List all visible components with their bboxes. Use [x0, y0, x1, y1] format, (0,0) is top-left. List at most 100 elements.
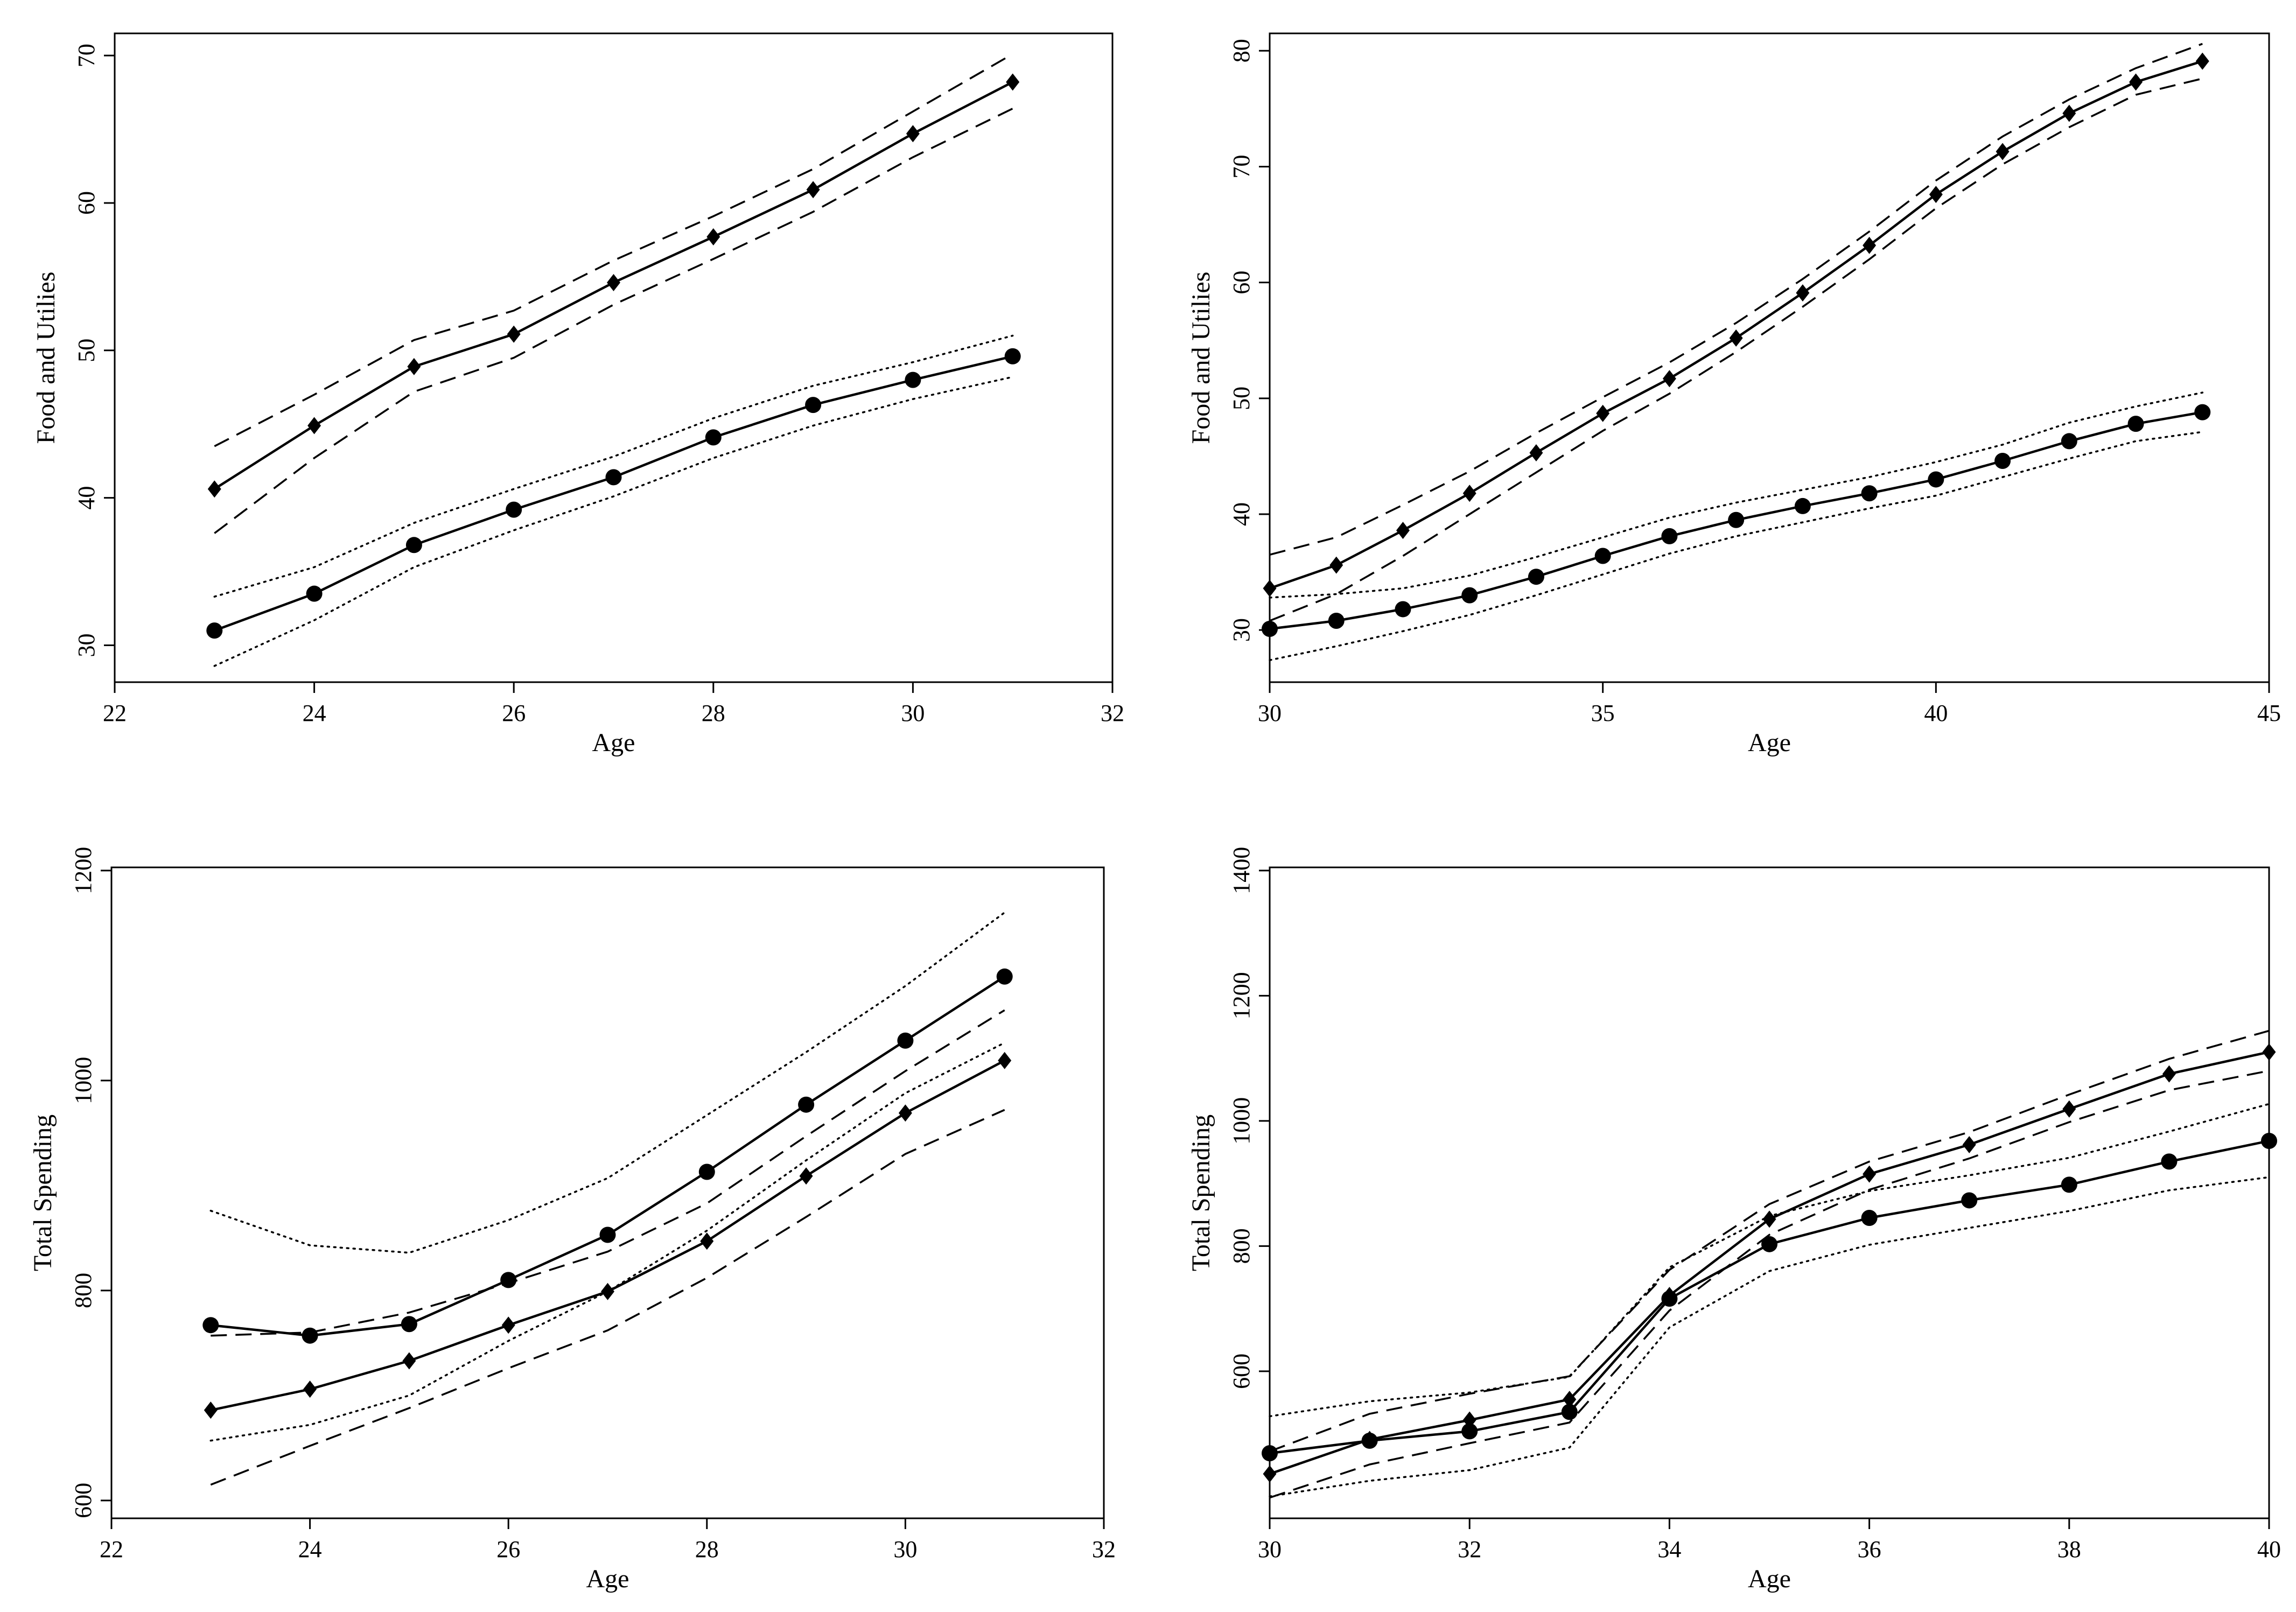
series-circle-upper-band	[213, 334, 1014, 598]
x-tick-label: 40	[1924, 700, 1948, 726]
x-tick-label: 32	[1458, 1536, 1481, 1562]
data-point-circle	[2261, 1133, 2277, 1150]
series-circle-upper-band	[1269, 391, 2204, 599]
y-axis-title: Total Spending	[1187, 1115, 1215, 1271]
y-axis-title: Food and Utilies	[1187, 272, 1215, 444]
data-point-diamond	[1263, 579, 1277, 597]
series-diamond-upper-band	[214, 53, 1013, 447]
y-tick-label: 800	[70, 1273, 96, 1308]
series-circle-line	[214, 355, 1013, 632]
x-tick-label: 40	[2257, 1536, 2281, 1562]
data-point-circle	[1561, 1404, 1578, 1420]
data-point-diamond	[2195, 52, 2209, 70]
series-diamond-line	[1269, 1050, 2270, 1475]
data-point-circle	[405, 537, 422, 553]
y-tick-label: 60	[1228, 271, 1255, 295]
data-point-diamond	[1006, 73, 1020, 91]
plot-frame	[1269, 866, 2270, 1519]
data-point-circle	[2127, 416, 2144, 432]
x-tick-label: 30	[1258, 700, 1282, 726]
data-point-diamond	[998, 1052, 1012, 1069]
data-point-circle	[1594, 548, 1611, 564]
x-tick-label: 22	[100, 1536, 123, 1562]
x-tick-label: 32	[1101, 700, 1124, 726]
chart-panel-total-spending-age-23-31: 22 24 26 28 30 32 600 800 1000 1200 Age Total Spend…	[29, 847, 1116, 1593]
y-tick-label: 1000	[1228, 1097, 1255, 1145]
series-circle-lower-band	[1269, 1176, 2270, 1498]
series-diamond-lower-band	[1269, 1070, 2270, 1499]
x-tick-label: 35	[1591, 700, 1615, 726]
data-point-diamond	[2062, 1100, 2076, 1118]
x-tick-label: 30	[893, 1536, 917, 1562]
data-point-circle	[605, 469, 622, 486]
x-tick-label: 30	[1258, 1536, 1282, 1562]
data-point-diamond	[1529, 444, 1543, 461]
y-tick-label: 80	[1228, 39, 1255, 62]
x-axis-title: Age	[1748, 728, 1791, 757]
y-tick-label: 70	[73, 44, 100, 67]
series-diamond-lower-band	[214, 108, 1013, 534]
data-point-circle	[599, 1226, 616, 1243]
data-point-diamond	[898, 1104, 912, 1122]
data-point-diamond	[501, 1316, 515, 1334]
data-point-circle	[2061, 1176, 2077, 1193]
data-point-circle	[798, 1096, 815, 1113]
data-point-circle	[1004, 348, 1021, 365]
data-point-diamond	[706, 228, 720, 246]
data-point-circle	[897, 1032, 914, 1049]
data-point-circle	[401, 1316, 417, 1333]
data-point-diamond	[402, 1352, 416, 1370]
data-point-diamond	[1662, 1287, 1676, 1305]
data-point-circle	[805, 397, 822, 413]
series-diamond-line	[1269, 60, 2203, 590]
data-point-diamond	[1563, 1391, 1577, 1408]
data-point-circle	[1794, 497, 1811, 514]
y-tick-label: 600	[1228, 1354, 1255, 1389]
y-tick-label: 1400	[1228, 847, 1255, 894]
series-circle-line	[1269, 1139, 2270, 1455]
series-diamond-lower-band	[1269, 78, 2203, 622]
series-circle-lower-band	[1269, 431, 2204, 661]
data-point-diamond	[407, 358, 421, 375]
data-point-circle	[1961, 1192, 1978, 1209]
y-tick-label: 50	[73, 339, 100, 362]
data-point-diamond	[607, 274, 620, 291]
x-tick-label: 32	[1092, 1536, 1116, 1562]
data-point-diamond	[1929, 186, 1943, 204]
y-tick-label: 50	[1228, 387, 1255, 410]
series-circle-upper-band	[209, 912, 1006, 1254]
data-point-diamond	[806, 181, 820, 199]
data-point-diamond	[1863, 1165, 1877, 1183]
data-point-circle	[705, 429, 722, 446]
data-point-diamond	[2162, 1065, 2176, 1083]
data-point-circle	[1395, 601, 1411, 618]
data-point-diamond	[1996, 143, 2010, 160]
y-tick-label: 70	[1228, 155, 1255, 178]
data-point-circle	[1861, 1210, 1878, 1226]
y-tick-label: 30	[1228, 618, 1255, 642]
chart-panel-total-spending-age-30-40: 30 32 34 36 38 40 600 800 1000 1200 1400 Age Total S…	[1187, 847, 2281, 1593]
y-tick-label: 40	[73, 486, 100, 510]
x-tick-label: 24	[298, 1536, 322, 1562]
data-point-diamond	[1962, 1136, 1976, 1153]
y-tick-label: 800	[1228, 1228, 1255, 1264]
x-tick-label: 24	[303, 700, 326, 726]
x-tick-label: 22	[103, 700, 127, 726]
chart-panel-food-utilities-age-23-31: 22 24 26 28 30 32 30 40 50 60 70 Age Food and Utilie…	[32, 32, 1124, 757]
data-point-circle	[2194, 404, 2211, 420]
x-tick-label: 26	[502, 700, 526, 726]
x-axis-title: Age	[1748, 1565, 1791, 1593]
data-point-diamond	[1363, 1431, 1377, 1448]
plot-frame	[110, 866, 1105, 1519]
x-axis-title: Age	[592, 728, 635, 757]
data-point-circle	[1728, 511, 1745, 528]
data-point-circle	[996, 968, 1013, 985]
x-tick-label: 30	[901, 700, 925, 726]
series-diamond-lower-band	[210, 1109, 1005, 1486]
x-tick-label: 36	[1858, 1536, 1881, 1562]
y-tick-label: 30	[73, 634, 100, 657]
data-point-diamond	[2062, 104, 2076, 122]
data-point-diamond	[601, 1282, 614, 1300]
data-point-circle	[302, 1327, 318, 1344]
data-point-circle	[1262, 621, 1278, 637]
